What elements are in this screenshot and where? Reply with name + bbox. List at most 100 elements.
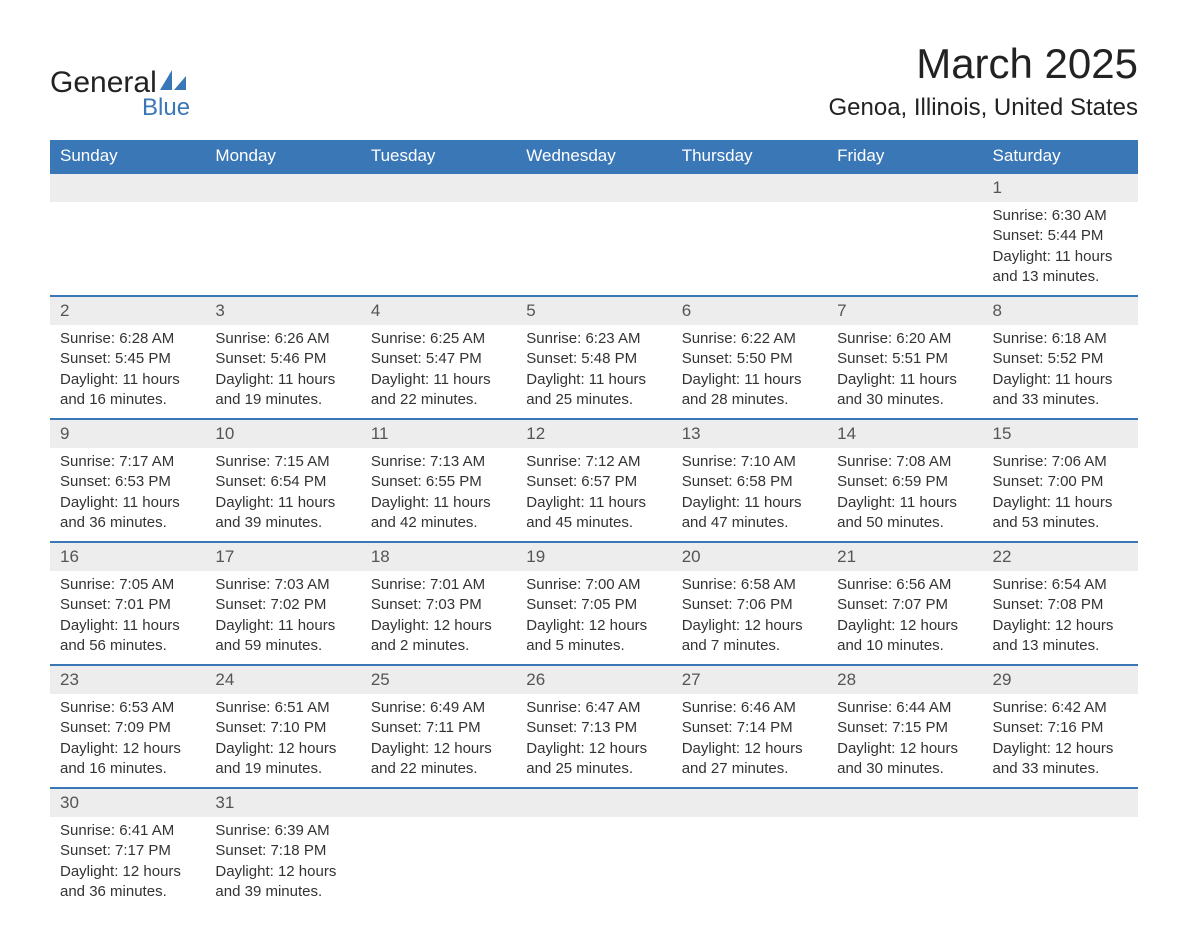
day-line-dl2: and 42 minutes. [371,513,506,533]
day-line-sr: Sunrise: 6:28 AM [60,329,195,349]
day-line-sr: Sunrise: 6:51 AM [215,698,350,718]
day-number: 16 [50,543,205,571]
day-line-sr: Sunrise: 6:18 AM [993,329,1128,349]
calendar-cell [516,788,671,910]
day-line-dl2: and 22 minutes. [371,759,506,779]
weekday-header: Monday [205,140,360,173]
day-line-ss: Sunset: 6:58 PM [682,472,817,492]
day-body: Sunrise: 7:12 AMSunset: 6:57 PMDaylight:… [516,448,671,541]
empty-daynum [361,174,516,202]
day-body: Sunrise: 6:26 AMSunset: 5:46 PMDaylight:… [205,325,360,418]
day-number: 2 [50,297,205,325]
day-number: 26 [516,666,671,694]
calendar-cell: 29Sunrise: 6:42 AMSunset: 7:16 PMDayligh… [983,665,1138,788]
day-body: Sunrise: 6:46 AMSunset: 7:14 PMDaylight:… [672,694,827,787]
day-line-ss: Sunset: 7:10 PM [215,718,350,738]
day-line-dl1: Daylight: 12 hours [215,739,350,759]
day-line-ss: Sunset: 5:51 PM [837,349,972,369]
day-line-ss: Sunset: 5:52 PM [993,349,1128,369]
day-line-ss: Sunset: 7:06 PM [682,595,817,615]
title-block: March 2025 Genoa, Illinois, United State… [828,40,1138,122]
day-number: 25 [361,666,516,694]
day-number: 27 [672,666,827,694]
day-number: 23 [50,666,205,694]
day-number: 11 [361,420,516,448]
empty-daybody [983,817,1138,849]
day-line-dl1: Daylight: 11 hours [993,247,1128,267]
day-line-dl1: Daylight: 11 hours [837,370,972,390]
day-line-dl2: and 10 minutes. [837,636,972,656]
day-line-dl2: and 22 minutes. [371,390,506,410]
empty-daybody [205,202,360,234]
day-line-dl2: and 7 minutes. [682,636,817,656]
day-line-ss: Sunset: 5:44 PM [993,226,1128,246]
day-line-dl1: Daylight: 11 hours [526,370,661,390]
empty-daybody [516,202,671,234]
day-number: 10 [205,420,360,448]
day-line-dl1: Daylight: 11 hours [215,493,350,513]
calendar-cell: 27Sunrise: 6:46 AMSunset: 7:14 PMDayligh… [672,665,827,788]
calendar-cell: 17Sunrise: 7:03 AMSunset: 7:02 PMDayligh… [205,542,360,665]
day-line-dl2: and 5 minutes. [526,636,661,656]
logo-bottom-text: Blue [142,94,190,122]
calendar-cell [672,173,827,296]
calendar-week: 9Sunrise: 7:17 AMSunset: 6:53 PMDaylight… [50,419,1138,542]
empty-daynum [516,174,671,202]
empty-daynum [672,789,827,817]
day-line-ss: Sunset: 6:57 PM [526,472,661,492]
day-line-ss: Sunset: 7:07 PM [837,595,972,615]
calendar-cell: 7Sunrise: 6:20 AMSunset: 5:51 PMDaylight… [827,296,982,419]
calendar-cell [983,788,1138,910]
day-line-ss: Sunset: 5:45 PM [60,349,195,369]
day-line-sr: Sunrise: 6:42 AM [993,698,1128,718]
day-body: Sunrise: 6:18 AMSunset: 5:52 PMDaylight:… [983,325,1138,418]
calendar-cell: 18Sunrise: 7:01 AMSunset: 7:03 PMDayligh… [361,542,516,665]
day-number: 18 [361,543,516,571]
location-title: Genoa, Illinois, United States [828,94,1138,122]
day-line-dl1: Daylight: 11 hours [682,493,817,513]
calendar-cell [827,788,982,910]
day-line-sr: Sunrise: 6:58 AM [682,575,817,595]
empty-daynum [827,789,982,817]
calendar-cell: 6Sunrise: 6:22 AMSunset: 5:50 PMDaylight… [672,296,827,419]
day-body: Sunrise: 6:47 AMSunset: 7:13 PMDaylight:… [516,694,671,787]
day-line-ss: Sunset: 7:05 PM [526,595,661,615]
weekday-row: SundayMondayTuesdayWednesdayThursdayFrid… [50,140,1138,173]
day-line-ss: Sunset: 7:08 PM [993,595,1128,615]
day-line-sr: Sunrise: 7:06 AM [993,452,1128,472]
calendar-cell: 14Sunrise: 7:08 AMSunset: 6:59 PMDayligh… [827,419,982,542]
calendar-cell: 5Sunrise: 6:23 AMSunset: 5:48 PMDaylight… [516,296,671,419]
day-line-dl1: Daylight: 11 hours [60,616,195,636]
empty-daynum [983,789,1138,817]
day-line-ss: Sunset: 7:17 PM [60,841,195,861]
day-line-dl2: and 39 minutes. [215,513,350,533]
empty-daybody [827,202,982,234]
day-body: Sunrise: 6:30 AMSunset: 5:44 PMDaylight:… [983,202,1138,295]
day-line-dl2: and 19 minutes. [215,390,350,410]
day-line-ss: Sunset: 6:54 PM [215,472,350,492]
day-body: Sunrise: 7:00 AMSunset: 7:05 PMDaylight:… [516,571,671,664]
day-line-dl1: Daylight: 11 hours [371,493,506,513]
weekday-header: Friday [827,140,982,173]
calendar-cell: 22Sunrise: 6:54 AMSunset: 7:08 PMDayligh… [983,542,1138,665]
day-line-dl2: and 50 minutes. [837,513,972,533]
calendar-table: SundayMondayTuesdayWednesdayThursdayFrid… [50,140,1138,910]
day-line-dl2: and 47 minutes. [682,513,817,533]
day-body: Sunrise: 6:20 AMSunset: 5:51 PMDaylight:… [827,325,982,418]
day-line-dl2: and 53 minutes. [993,513,1128,533]
day-body: Sunrise: 6:42 AMSunset: 7:16 PMDaylight:… [983,694,1138,787]
logo-top-text: General [50,66,157,100]
day-body: Sunrise: 6:44 AMSunset: 7:15 PMDaylight:… [827,694,982,787]
empty-daynum [205,174,360,202]
weekday-header: Thursday [672,140,827,173]
empty-daybody [672,202,827,234]
calendar-week: 16Sunrise: 7:05 AMSunset: 7:01 PMDayligh… [50,542,1138,665]
day-line-sr: Sunrise: 6:47 AM [526,698,661,718]
calendar-cell: 3Sunrise: 6:26 AMSunset: 5:46 PMDaylight… [205,296,360,419]
day-line-dl1: Daylight: 12 hours [837,616,972,636]
calendar-cell: 25Sunrise: 6:49 AMSunset: 7:11 PMDayligh… [361,665,516,788]
calendar-cell: 12Sunrise: 7:12 AMSunset: 6:57 PMDayligh… [516,419,671,542]
day-line-dl2: and 28 minutes. [682,390,817,410]
day-line-dl1: Daylight: 12 hours [837,739,972,759]
day-line-dl2: and 30 minutes. [837,759,972,779]
